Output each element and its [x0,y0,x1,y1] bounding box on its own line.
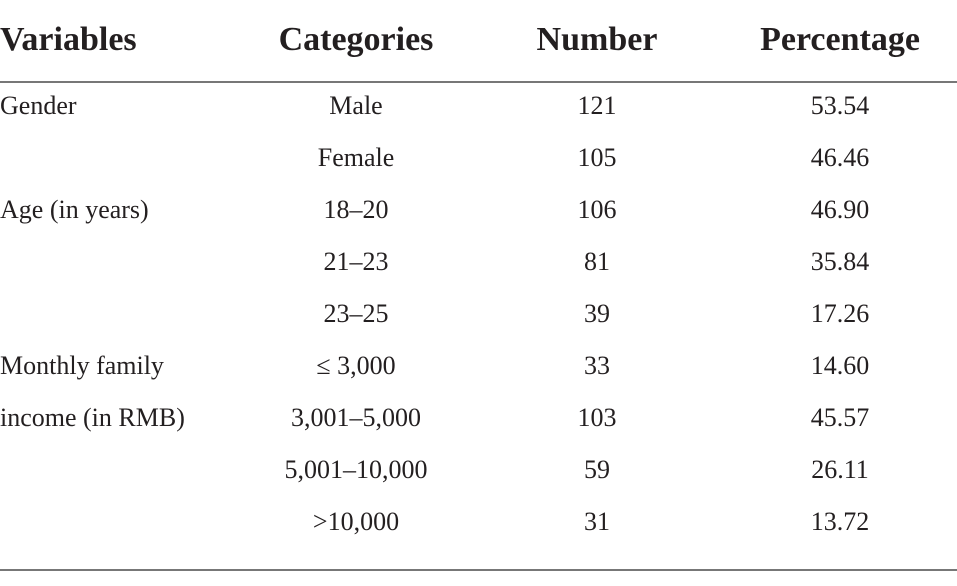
percentage-cell: 14.60 [810,351,870,380]
variable-label: income (in RMB) [0,403,185,432]
variable-label: Age (in years) [0,195,149,224]
category-cell: ≤ 3,000 [316,351,396,380]
percentage-cell: 26.11 [811,455,869,484]
column-header: Percentage [760,21,920,58]
column-header: Variables [0,21,137,58]
variable-label: Monthly family [0,351,164,380]
number-cell: 39 [584,299,610,328]
column-header: Number [536,21,658,58]
category-cell: >10,000 [312,507,400,536]
number-cell: 81 [584,247,610,276]
variable-label: Gender [0,91,77,120]
category-cell: 3,001–5,000 [291,403,421,432]
column-header: Categories [278,21,434,58]
category-cell: Female [317,143,395,172]
percentage-cell: 17.26 [810,299,870,328]
header-rule [0,81,957,83]
category-cell: 23–25 [323,299,389,328]
category-cell: Male [329,91,383,120]
number-cell: 105 [577,143,617,172]
percentage-cell: 46.90 [810,195,870,224]
number-cell: 33 [584,351,610,380]
percentage-cell: 13.72 [810,507,870,536]
category-cell: 18–20 [323,195,389,224]
number-cell: 59 [584,455,610,484]
percentage-cell: 53.54 [810,91,870,120]
number-cell: 106 [577,195,617,224]
category-cell: 5,001–10,000 [284,455,428,484]
number-cell: 103 [577,403,617,432]
number-cell: 121 [577,91,617,120]
percentage-cell: 35.84 [810,247,870,276]
category-cell: 21–23 [323,247,389,276]
percentage-cell: 46.46 [810,143,870,172]
bottom-rule [0,569,957,571]
percentage-cell: 45.57 [810,403,870,432]
number-cell: 31 [584,507,610,536]
